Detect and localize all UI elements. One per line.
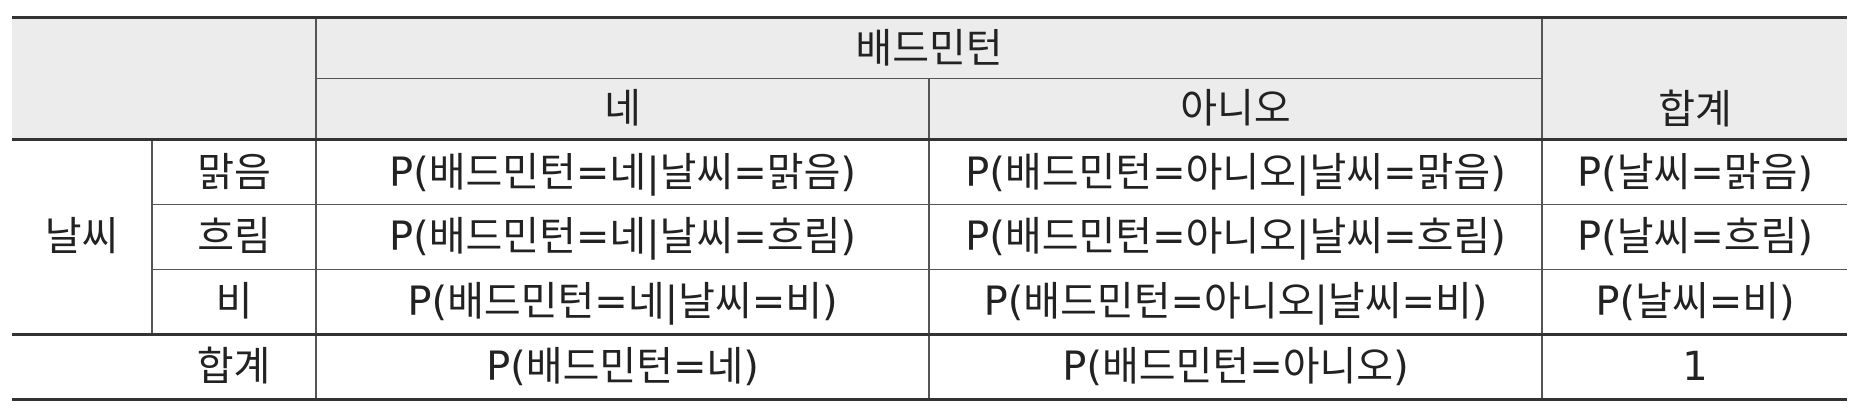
cell-yes: P(배드민턴=네|날씨=맑음) <box>315 139 929 205</box>
weather-group-label: 날씨 <box>44 214 119 260</box>
table-row: 날씨 맑음 P(배드민턴=네|날씨=맑음) P(배드민턴=아니오|날씨=맑음) … <box>12 139 1847 257</box>
total-row: 합계 P(배드민턴=네) P(배드민턴=아니오) 1 <box>12 333 1847 401</box>
cell-total: P(날씨=맑음) <box>1541 139 1847 205</box>
total-column-header: 합계 <box>1541 16 1847 141</box>
row-label: 맑음 <box>151 139 316 205</box>
cell-no: P(배드민턴=아니오|날씨=비) <box>928 269 1542 335</box>
cell-yes: P(배드민턴=네|날씨=비) <box>315 269 929 335</box>
yes-column-header: 네 <box>315 78 929 141</box>
cell-total: P(날씨=비) <box>1541 269 1847 335</box>
total-row-label: 합계 <box>12 333 316 401</box>
badminton-header: 배드민턴 <box>315 16 1542 79</box>
cell-total: P(날씨=흐림) <box>1541 204 1847 270</box>
no-column-header: 아니오 <box>928 78 1542 141</box>
row-label: 비 <box>151 269 316 335</box>
probability-table: 배드민턴 합계 네 아니오 날씨 맑음 P(배드민턴=네|날씨=맑음) P(배드… <box>12 16 1847 401</box>
cell-yes: P(배드민턴=네|날씨=흐림) <box>315 204 929 270</box>
total-yes: P(배드민턴=네) <box>315 333 929 401</box>
row-label: 흐림 <box>151 204 316 270</box>
grand-total: 1 <box>1541 333 1847 401</box>
table-row: 비 P(배드민턴=네|날씨=비) P(배드민턴=아니오|날씨=비) P(날씨=비… <box>12 269 1847 335</box>
cell-no: P(배드민턴=아니오|날씨=맑음) <box>928 139 1542 205</box>
cell-no: P(배드민턴=아니오|날씨=흐림) <box>928 204 1542 270</box>
header-row-2: 네 아니오 <box>12 78 1847 141</box>
table-row: 흐림 P(배드민턴=네|날씨=흐림) P(배드민턴=아니오|날씨=흐림) P(날… <box>12 204 1847 270</box>
corner-cell <box>12 16 316 141</box>
total-no: P(배드민턴=아니오) <box>928 333 1542 401</box>
header-row-1: 배드민턴 합계 <box>12 16 1847 141</box>
